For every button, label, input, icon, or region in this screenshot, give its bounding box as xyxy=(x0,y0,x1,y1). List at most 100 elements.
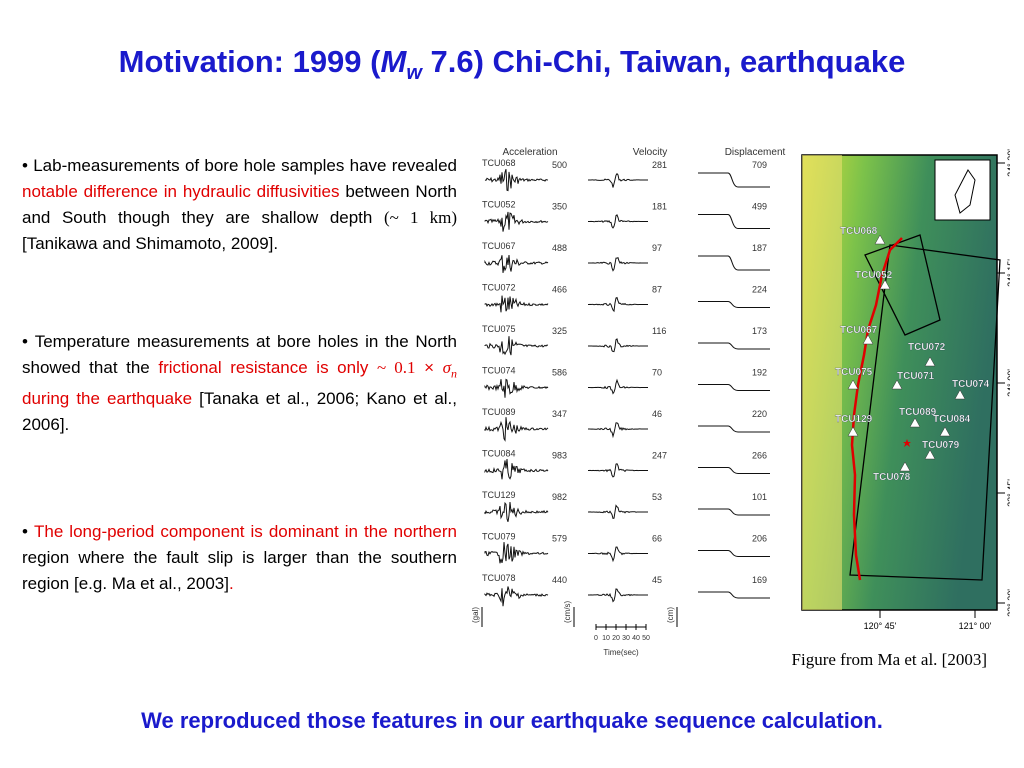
station-label: TCU074 xyxy=(952,379,990,390)
peak-value: 192 xyxy=(752,368,767,378)
lat-label: 24° 30' xyxy=(1006,149,1010,177)
footer: We reproduced those features in our eart… xyxy=(141,708,883,733)
time-tick-label: 0 xyxy=(594,635,598,642)
title-text: 7.6) Chi-Chi, Taiwan, earthquake xyxy=(421,44,906,79)
coastal-plain xyxy=(802,155,842,610)
fault-box xyxy=(849,244,1001,581)
station-label: TCU074 xyxy=(482,366,516,376)
station-label: TCU068 xyxy=(482,158,516,168)
bullet-text: notable difference in hydraulic diffusiv… xyxy=(22,182,340,201)
station-marker xyxy=(954,389,966,400)
waveform xyxy=(484,211,549,232)
station-marker xyxy=(847,379,859,390)
time-tick-label: 10 xyxy=(602,635,610,642)
lon-label: 121° 00' xyxy=(959,621,992,631)
time-label: Time(sec) xyxy=(603,648,639,657)
peak-value: 97 xyxy=(652,243,662,253)
peak-value: 173 xyxy=(752,326,767,336)
peak-value: 325 xyxy=(552,326,567,336)
station-marker xyxy=(862,334,874,345)
waveform xyxy=(698,508,770,516)
peak-value: 101 xyxy=(752,492,767,502)
peak-value: 466 xyxy=(552,285,567,295)
waveform xyxy=(698,172,770,188)
column-header: Acceleration xyxy=(502,147,557,158)
waveform xyxy=(698,591,770,599)
peak-value: 187 xyxy=(752,243,767,253)
waveform xyxy=(588,172,648,188)
station-label: TCU079 xyxy=(482,532,516,542)
peak-value: 66 xyxy=(652,534,662,544)
station-marker xyxy=(899,461,911,472)
waveform xyxy=(484,417,549,442)
lat-label: 23° 45' xyxy=(1006,479,1010,507)
waveform xyxy=(588,378,648,395)
bullet-text: n xyxy=(451,366,457,381)
peak-value: 247 xyxy=(652,451,667,461)
station-marker xyxy=(879,279,891,290)
peak-value: 982 xyxy=(552,492,567,502)
peak-value: 709 xyxy=(752,160,767,170)
caption: Figure from Ma et al. [2003] xyxy=(791,650,987,669)
time-tick-label: 50 xyxy=(642,635,650,642)
time-tick-label: 20 xyxy=(612,635,620,642)
bullet-text: between North and South though they are … xyxy=(22,182,457,227)
waveform xyxy=(588,257,648,272)
peak-value: 281 xyxy=(652,160,667,170)
station-marker xyxy=(891,379,903,390)
waveform xyxy=(698,342,770,350)
station-marker xyxy=(847,426,859,437)
station-label: TCU089 xyxy=(482,407,516,417)
station-marker xyxy=(909,417,921,428)
bullet-dot: • xyxy=(22,156,34,175)
inset xyxy=(934,159,991,221)
peak-value: 983 xyxy=(552,451,567,461)
station-label: TCU078 xyxy=(482,573,516,583)
waveform xyxy=(698,384,770,391)
peak-value: 181 xyxy=(652,202,667,212)
station-label: TCU052 xyxy=(482,200,516,210)
peak-value: 500 xyxy=(552,160,567,170)
peak-value: 579 xyxy=(552,534,567,544)
station-marker xyxy=(939,426,951,437)
waveform xyxy=(484,378,549,398)
peak-value: 45 xyxy=(652,575,662,585)
waveform xyxy=(698,214,770,229)
station-label: TCU078 xyxy=(873,472,911,483)
waveform xyxy=(588,296,648,313)
column-header: Displacement xyxy=(725,147,786,158)
station-marker xyxy=(924,449,936,460)
waveform xyxy=(588,504,648,519)
lat-label: 24° 15' xyxy=(1006,259,1010,287)
waveform xyxy=(484,336,549,356)
peak-value: 53 xyxy=(652,492,662,502)
bullet-text: (~ 1 km) xyxy=(383,208,457,227)
title-sub: w xyxy=(406,62,422,85)
bullet-text: [Tanikawa and Shimamoto, 2009]. xyxy=(22,234,279,253)
station-label: TCU084 xyxy=(933,414,971,425)
bullet-dot: • xyxy=(22,332,35,351)
bullet-text: Lab-measurements of bore hole samples ha… xyxy=(33,156,457,175)
station-label: TCU089 xyxy=(899,407,937,418)
peak-value: 440 xyxy=(552,575,567,585)
bullet-text: during the earthquake xyxy=(22,389,193,409)
station-label: TCU068 xyxy=(840,226,878,237)
waveform xyxy=(698,425,770,433)
station-label: TCU072 xyxy=(908,342,946,353)
bullet-text: × xyxy=(415,358,443,377)
waveform xyxy=(698,301,770,308)
peak-value: 220 xyxy=(752,409,767,419)
bullet-text: σ xyxy=(442,358,451,377)
station-label: TCU075 xyxy=(835,367,873,378)
waveform xyxy=(588,588,648,603)
peak-value: 87 xyxy=(652,285,662,295)
epicenter xyxy=(903,439,911,447)
peak-value: 499 xyxy=(752,202,767,212)
waveform xyxy=(484,255,549,273)
title-italic: M xyxy=(380,44,407,79)
bullet-text: frictional resistance is only xyxy=(158,358,377,377)
lon-label: 120° 45' xyxy=(864,621,897,631)
peak-value: 46 xyxy=(652,409,662,419)
peak-value: 169 xyxy=(752,575,767,585)
station-label: TCU071 xyxy=(897,371,935,382)
